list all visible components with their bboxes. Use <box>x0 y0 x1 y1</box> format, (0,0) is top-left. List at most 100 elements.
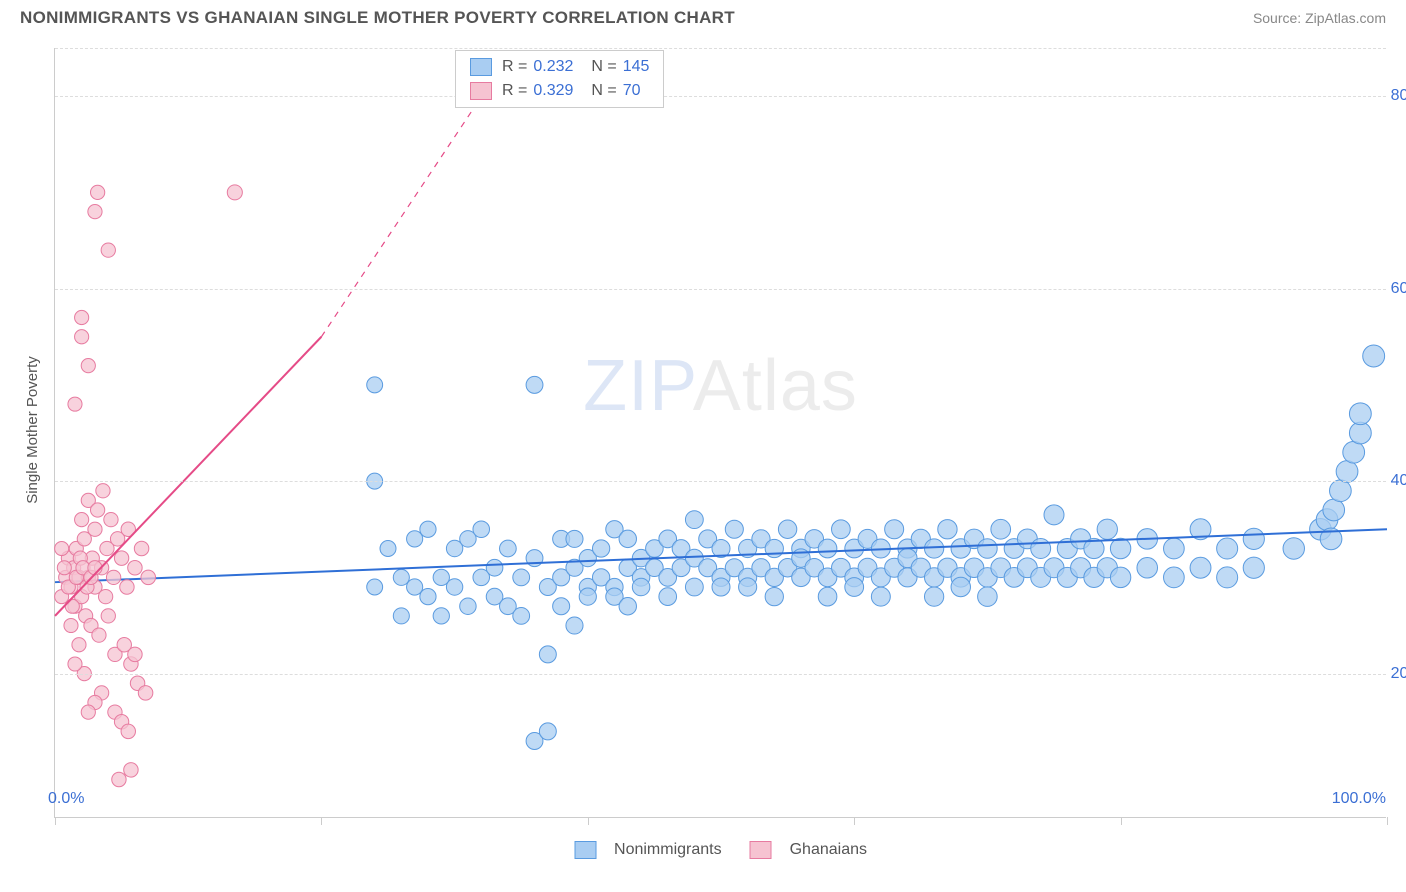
data-point <box>90 185 104 199</box>
data-point <box>1110 567 1130 587</box>
data-point <box>1031 539 1051 559</box>
data-point <box>592 540 609 557</box>
data-point <box>68 657 82 671</box>
data-point <box>75 330 89 344</box>
plot-area: ZIPAtlas R = 0.232N = 145R = 0.329N = 70… <box>54 48 1386 818</box>
legend-n-label: N = <box>591 82 616 100</box>
legend-label: Ghanaians <box>790 841 867 859</box>
data-point <box>632 578 650 596</box>
data-point <box>393 569 409 585</box>
data-point <box>407 579 423 595</box>
data-point <box>112 772 126 786</box>
data-point <box>75 513 89 527</box>
data-point <box>513 569 530 586</box>
data-point <box>138 686 153 701</box>
data-point <box>500 540 517 557</box>
legend-correlation: R = 0.232N = 145R = 0.329N = 70 <box>455 50 664 108</box>
data-point <box>124 763 138 777</box>
data-point <box>991 519 1011 539</box>
data-point <box>1283 538 1304 559</box>
legend-swatch <box>750 841 772 859</box>
data-point <box>367 377 383 393</box>
data-point <box>553 598 570 615</box>
data-point <box>101 243 115 257</box>
data-point <box>68 397 82 411</box>
data-point <box>539 646 556 663</box>
data-point <box>845 578 864 597</box>
data-point <box>1097 519 1117 539</box>
legend-r-value: 0.329 <box>533 82 573 100</box>
data-point <box>1330 480 1352 502</box>
legend-n-label: N = <box>591 58 616 76</box>
chart-header: NONIMMIGRANTS VS GHANAIAN SINGLE MOTHER … <box>0 0 1406 32</box>
data-point <box>486 559 503 576</box>
data-point <box>1190 557 1211 578</box>
data-point <box>885 520 904 539</box>
x-axis-max-label: 100.0% <box>1332 790 1386 808</box>
chart-source: Source: ZipAtlas.com <box>1253 10 1386 26</box>
data-point <box>951 577 970 596</box>
data-point <box>739 578 757 596</box>
data-point <box>64 618 78 632</box>
data-point <box>407 531 423 547</box>
data-point <box>978 539 998 559</box>
data-point <box>367 579 383 595</box>
legend-swatch <box>470 58 492 76</box>
data-point <box>712 578 730 596</box>
legend-label: Nonimmigrants <box>614 841 722 859</box>
data-point <box>765 587 783 605</box>
data-point <box>1243 557 1264 578</box>
data-point <box>141 570 156 585</box>
data-point <box>579 588 596 605</box>
legend-n-value: 145 <box>623 58 650 76</box>
data-point <box>98 589 112 603</box>
data-point <box>104 512 118 526</box>
data-point <box>619 530 636 547</box>
data-point <box>1323 499 1345 521</box>
data-point <box>57 561 71 575</box>
data-point <box>90 503 104 517</box>
data-point <box>114 551 128 565</box>
data-point <box>818 587 837 606</box>
scatter-svg <box>55 48 1386 817</box>
legend-swatch <box>470 82 492 100</box>
legend-item: Ghanaians <box>750 841 867 859</box>
data-point <box>121 724 135 738</box>
data-point <box>433 608 449 624</box>
data-point <box>659 588 677 606</box>
data-point <box>566 617 583 634</box>
data-point <box>778 520 796 538</box>
data-point <box>818 539 837 558</box>
data-point <box>539 723 556 740</box>
data-point <box>227 185 242 200</box>
data-point <box>1217 538 1238 559</box>
legend-item: Nonimmigrants <box>574 841 722 859</box>
data-point <box>1137 557 1158 578</box>
data-point <box>380 541 396 557</box>
legend-r-value: 0.232 <box>533 58 573 76</box>
y-axis-label: Single Mother Poverty <box>24 356 41 504</box>
data-point <box>924 587 943 606</box>
data-point <box>685 578 703 596</box>
legend-r-label: R = <box>502 58 527 76</box>
data-point <box>134 541 149 556</box>
data-point <box>1110 538 1130 558</box>
data-point <box>96 484 110 498</box>
data-point <box>473 521 490 538</box>
chart-title: NONIMMIGRANTS VS GHANAIAN SINGLE MOTHER … <box>20 8 735 28</box>
data-point <box>1336 461 1358 483</box>
data-point <box>619 598 636 615</box>
data-point <box>978 587 998 607</box>
data-point <box>938 520 957 539</box>
data-point <box>92 628 106 642</box>
data-point <box>75 310 89 324</box>
data-point <box>1349 403 1371 425</box>
data-point <box>393 608 409 624</box>
data-point <box>1349 422 1371 444</box>
legend-row: R = 0.232 N = 145 <box>470 55 649 79</box>
data-point <box>88 205 102 219</box>
data-point <box>513 607 530 624</box>
data-point <box>81 359 95 373</box>
data-point <box>1044 505 1064 525</box>
data-point <box>725 520 743 538</box>
